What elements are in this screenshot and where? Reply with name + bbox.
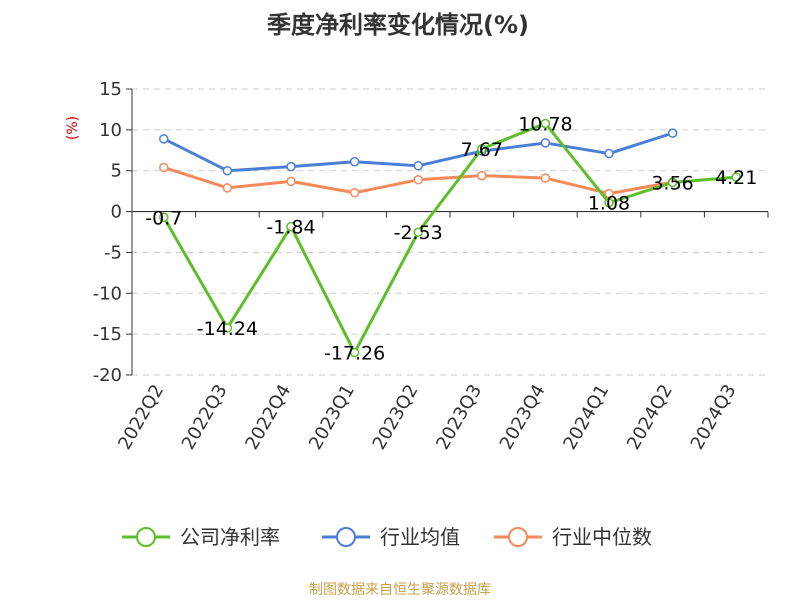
data-point[interactable]: [222, 165, 233, 176]
data-label: -1.84: [266, 217, 315, 239]
x-tick-label: 2022Q2: [114, 381, 168, 453]
data-point[interactable]: [667, 177, 678, 188]
data-point[interactable]: [477, 144, 487, 154]
y-tick-label: 10: [99, 120, 122, 141]
legend-label: 公司净利率: [180, 525, 280, 549]
data-label: 3.56: [651, 172, 693, 194]
legend-label: 行业中位数: [552, 525, 652, 549]
x-tick-label: 2022Q3: [178, 381, 232, 453]
data-point[interactable]: [222, 323, 233, 333]
data-point[interactable]: [413, 161, 423, 171]
series-lines: [159, 118, 741, 358]
data-label: 1.08: [588, 193, 630, 215]
series-line-0: [162, 121, 737, 355]
data-point[interactable]: [477, 170, 487, 181]
data-point[interactable]: [222, 183, 233, 193]
data-point[interactable]: [604, 188, 614, 199]
y-tick-label: 5: [111, 161, 122, 182]
legend-item-2[interactable]: 行业中位数: [494, 525, 652, 549]
data-point[interactable]: [413, 227, 423, 237]
data-label: -17.26: [324, 343, 385, 365]
data-point[interactable]: [540, 138, 551, 148]
x-tick-label: 2022Q4: [241, 381, 295, 453]
x-tick-label: 2024Q3: [687, 381, 741, 453]
x-tick-label: 2023Q2: [369, 381, 423, 453]
y-axis-unit: (%): [65, 116, 81, 140]
y-tick-label: 0: [111, 202, 122, 223]
data-label: 4.21: [715, 167, 757, 189]
source-note: 制图数据来自恒生聚源数据库: [309, 582, 491, 598]
data-point[interactable]: [159, 212, 169, 223]
legend-label: 行业均值: [380, 525, 460, 549]
data-point[interactable]: [413, 174, 423, 185]
data-point[interactable]: [731, 172, 741, 182]
x-tick-label: 2024Q1: [559, 381, 613, 453]
y-tick-label: -15: [93, 324, 122, 345]
data-point[interactable]: [159, 162, 169, 173]
y-tick-label: -10: [93, 283, 122, 304]
data-label: 7.67: [461, 139, 503, 161]
data-point[interactable]: [286, 221, 296, 232]
x-tick-label: 2023Q3: [432, 381, 486, 453]
data-label: -0.7: [145, 207, 182, 229]
data-point[interactable]: [349, 188, 360, 198]
data-label: -14.24: [197, 318, 258, 340]
grid-lines: [132, 88, 768, 376]
legend-marker-icon: [136, 527, 156, 547]
legend-item-0[interactable]: 公司净利率: [122, 525, 280, 549]
legend-marker-icon: [336, 527, 356, 547]
data-point[interactable]: [286, 176, 296, 187]
legend-marker-icon: [508, 527, 528, 547]
data-point[interactable]: [667, 128, 678, 138]
legend[interactable]: 公司净利率 行业均值 行业中位数: [122, 525, 652, 549]
y-tick-label: -5: [104, 242, 122, 263]
x-tick-label: 2024Q2: [623, 381, 677, 453]
data-point[interactable]: [349, 156, 360, 167]
data-point[interactable]: [540, 118, 551, 129]
data-point[interactable]: [159, 134, 169, 144]
data-point[interactable]: [604, 197, 614, 208]
x-tick-label: 2023Q4: [496, 381, 550, 453]
y-tick-label: 15: [99, 79, 122, 100]
chart-title: 季度净利率变化情况(%): [267, 11, 529, 39]
y-tick-label: -20: [93, 365, 122, 386]
x-tick-label: 2023Q1: [305, 381, 359, 453]
data-point[interactable]: [349, 347, 360, 358]
data-label: 10.78: [518, 113, 572, 135]
data-label: -2.53: [394, 222, 443, 244]
data-labels: -0.7 -14.24 -1.84 -17.26 -2.53 7.67 10.78 1.08 3…: [145, 113, 757, 364]
data-point[interactable]: [604, 148, 614, 159]
data-point[interactable]: [540, 173, 551, 183]
data-point[interactable]: [286, 161, 296, 172]
legend-item-1[interactable]: 行业均值: [322, 525, 460, 549]
